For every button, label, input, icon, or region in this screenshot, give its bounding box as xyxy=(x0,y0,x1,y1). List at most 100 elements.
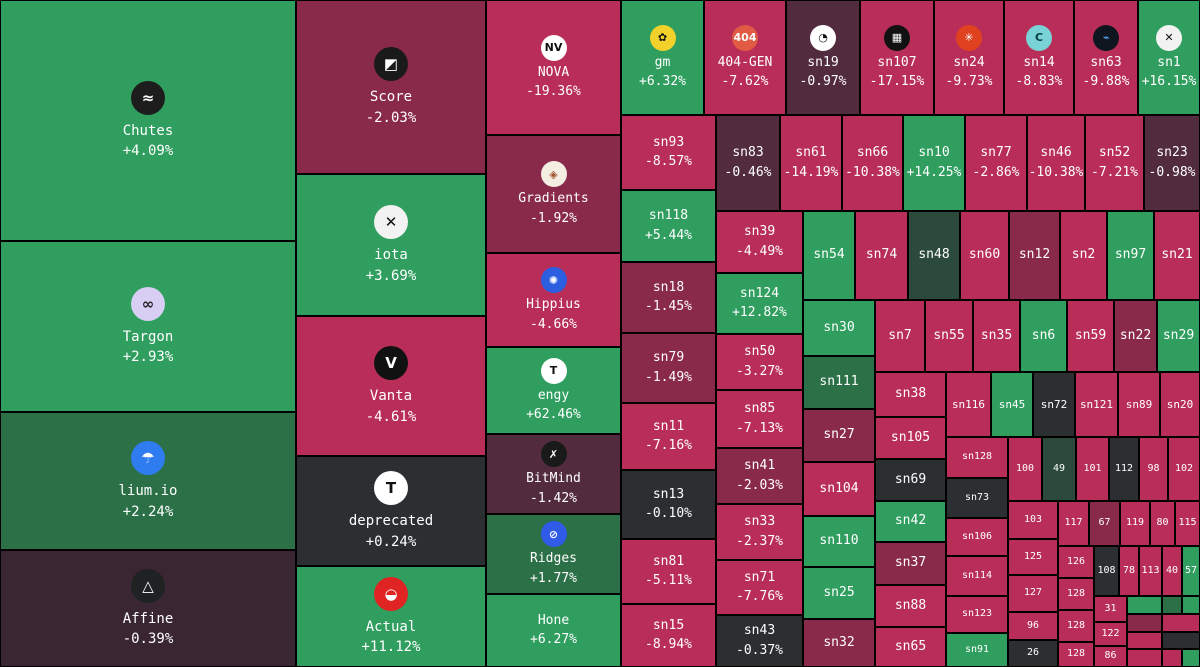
tile-115[interactable]: 115 xyxy=(1175,501,1200,546)
tile-sn118[interactable]: sn118 +5.44% xyxy=(621,190,716,262)
tile-sn66[interactable]: sn66 -10.38% xyxy=(842,115,903,211)
tile-sn1[interactable]: ✕ sn1 +16.15% xyxy=(1138,0,1200,115)
tile-sn116[interactable]: sn116 xyxy=(946,372,991,437)
tile-sn59[interactable]: sn59 xyxy=(1067,300,1114,372)
tile-31[interactable]: 31 xyxy=(1094,596,1127,622)
tile-80[interactable]: 80 xyxy=(1150,501,1175,546)
tile-sn91[interactable]: sn91 xyxy=(946,633,1008,667)
tile-sn27[interactable]: sn27 xyxy=(803,409,875,462)
tile-small-118[interactable] xyxy=(1162,596,1182,614)
tile-sn105[interactable]: sn105 xyxy=(875,417,946,459)
tile-112[interactable]: 112 xyxy=(1109,437,1139,501)
tile-sn121[interactable]: sn121 xyxy=(1075,372,1118,437)
tile-vanta[interactable]: V Vanta -4.61% xyxy=(296,316,486,456)
tile-sn24[interactable]: ✳ sn24 -9.73% xyxy=(934,0,1004,115)
tile-sn38[interactable]: sn38 xyxy=(875,372,946,417)
tile-128[interactable]: 128 xyxy=(1058,578,1094,610)
tile-40[interactable]: 40 xyxy=(1162,546,1182,596)
tile-affine[interactable]: △ Affine -0.39% xyxy=(0,550,296,667)
tile-sn37[interactable]: sn37 xyxy=(875,542,946,585)
tile-small-124[interactable] xyxy=(1127,649,1162,667)
tile-sn2[interactable]: sn2 xyxy=(1060,211,1107,300)
tile-sn54[interactable]: sn54 xyxy=(803,211,855,300)
tile-sn83[interactable]: sn83 -0.46% xyxy=(716,115,780,211)
tile-sn13[interactable]: sn13 -0.10% xyxy=(621,470,716,539)
tile-sn73[interactable]: sn73 xyxy=(946,478,1008,518)
tile-sn88[interactable]: sn88 xyxy=(875,585,946,627)
tile-404-gen[interactable]: 404 404-GEN -7.62% xyxy=(704,0,786,115)
tile-sn55[interactable]: sn55 xyxy=(925,300,973,372)
tile-sn52[interactable]: sn52 -7.21% xyxy=(1085,115,1144,211)
tile-nova[interactable]: NV NOVA -19.36% xyxy=(486,0,621,135)
tile-sn23[interactable]: sn23 -0.98% xyxy=(1144,115,1200,211)
tile-small-122[interactable] xyxy=(1127,632,1162,649)
tile-bitmind[interactable]: ✗ BitMind -1.42% xyxy=(486,434,621,514)
tile-sn71[interactable]: sn71 -7.76% xyxy=(716,560,803,615)
tile-small-120[interactable] xyxy=(1127,614,1162,632)
tile-sn60[interactable]: sn60 xyxy=(960,211,1009,300)
tile-49[interactable]: 49 xyxy=(1042,437,1076,501)
tile-gm[interactable]: ✿ gm +6.32% xyxy=(621,0,704,115)
tile-sn45[interactable]: sn45 xyxy=(991,372,1033,437)
tile-sn7[interactable]: sn7 xyxy=(875,300,925,372)
tile-113[interactable]: 113 xyxy=(1139,546,1162,596)
tile-sn39[interactable]: sn39 -4.49% xyxy=(716,211,803,273)
tile-score[interactable]: ◩ Score -2.03% xyxy=(296,0,486,174)
tile-small-117[interactable] xyxy=(1127,596,1162,614)
tile-hone[interactable]: Hone +6.27% xyxy=(486,594,621,667)
tile-sn74[interactable]: sn74 xyxy=(855,211,908,300)
tile-sn61[interactable]: sn61 -14.19% xyxy=(780,115,842,211)
tile-sn72[interactable]: sn72 xyxy=(1033,372,1075,437)
tile-sn25[interactable]: sn25 xyxy=(803,567,875,619)
tile-hippius[interactable]: ✺ Hippius -4.66% xyxy=(486,253,621,347)
tile-ridges[interactable]: ⊘ Ridges +1.77% xyxy=(486,514,621,594)
tile-78[interactable]: 78 xyxy=(1119,546,1139,596)
tile-sn114[interactable]: sn114 xyxy=(946,556,1008,596)
tile-sn15[interactable]: sn15 -8.94% xyxy=(621,604,716,667)
tile-sn97[interactable]: sn97 xyxy=(1107,211,1154,300)
tile-small-126[interactable] xyxy=(1182,649,1200,667)
tile-sn32[interactable]: sn32 xyxy=(803,619,875,667)
tile-103[interactable]: 103 xyxy=(1008,501,1058,539)
tile-sn48[interactable]: sn48 xyxy=(908,211,960,300)
tile-122[interactable]: 122 xyxy=(1094,622,1127,646)
tile-sn10[interactable]: sn10 +14.25% xyxy=(903,115,965,211)
tile-100[interactable]: 100 xyxy=(1008,437,1042,501)
tile-small-125[interactable] xyxy=(1162,649,1182,667)
tile-sn41[interactable]: sn41 -2.03% xyxy=(716,448,803,504)
tile-small-119[interactable] xyxy=(1182,596,1200,614)
tile-chutes[interactable]: ≈ Chutes +4.09% xyxy=(0,0,296,241)
tile-sn65[interactable]: sn65 xyxy=(875,627,946,667)
tile-67[interactable]: 67 xyxy=(1089,501,1120,546)
tile-119[interactable]: 119 xyxy=(1120,501,1150,546)
tile-iota[interactable]: ✕ iota +3.69% xyxy=(296,174,486,316)
tile-sn104[interactable]: sn104 xyxy=(803,462,875,516)
tile-sn123[interactable]: sn123 xyxy=(946,596,1008,633)
tile-sn35[interactable]: sn35 xyxy=(973,300,1020,372)
tile-sn69[interactable]: sn69 xyxy=(875,459,946,501)
tile-lium.io[interactable]: ☂ lium.io +2.24% xyxy=(0,412,296,550)
tile-sn128[interactable]: sn128 xyxy=(946,437,1008,478)
tile-125[interactable]: 125 xyxy=(1008,539,1058,575)
tile-actual[interactable]: ◒ Actual +11.12% xyxy=(296,566,486,667)
tile-sn124[interactable]: sn124 +12.82% xyxy=(716,273,803,334)
tile-sn43[interactable]: sn43 -0.37% xyxy=(716,615,803,667)
tile-96[interactable]: 96 xyxy=(1008,612,1058,640)
tile-sn6[interactable]: sn6 xyxy=(1020,300,1067,372)
tile-sn106[interactable]: sn106 xyxy=(946,518,1008,556)
tile-98[interactable]: 98 xyxy=(1139,437,1168,501)
tile-sn18[interactable]: sn18 -1.45% xyxy=(621,262,716,333)
tile-small-121[interactable] xyxy=(1162,614,1200,632)
tile-sn110[interactable]: sn110 xyxy=(803,516,875,567)
tile-101[interactable]: 101 xyxy=(1076,437,1109,501)
tile-sn89[interactable]: sn89 xyxy=(1118,372,1160,437)
tile-117[interactable]: 117 xyxy=(1058,501,1089,546)
tile-sn81[interactable]: sn81 -5.11% xyxy=(621,539,716,604)
tile-gradients[interactable]: ◈ Gradients -1.92% xyxy=(486,135,621,253)
tile-128[interactable]: 128 xyxy=(1058,610,1094,642)
tile-sn12[interactable]: sn12 xyxy=(1009,211,1060,300)
tile-sn19[interactable]: ◔ sn19 -0.97% xyxy=(786,0,860,115)
